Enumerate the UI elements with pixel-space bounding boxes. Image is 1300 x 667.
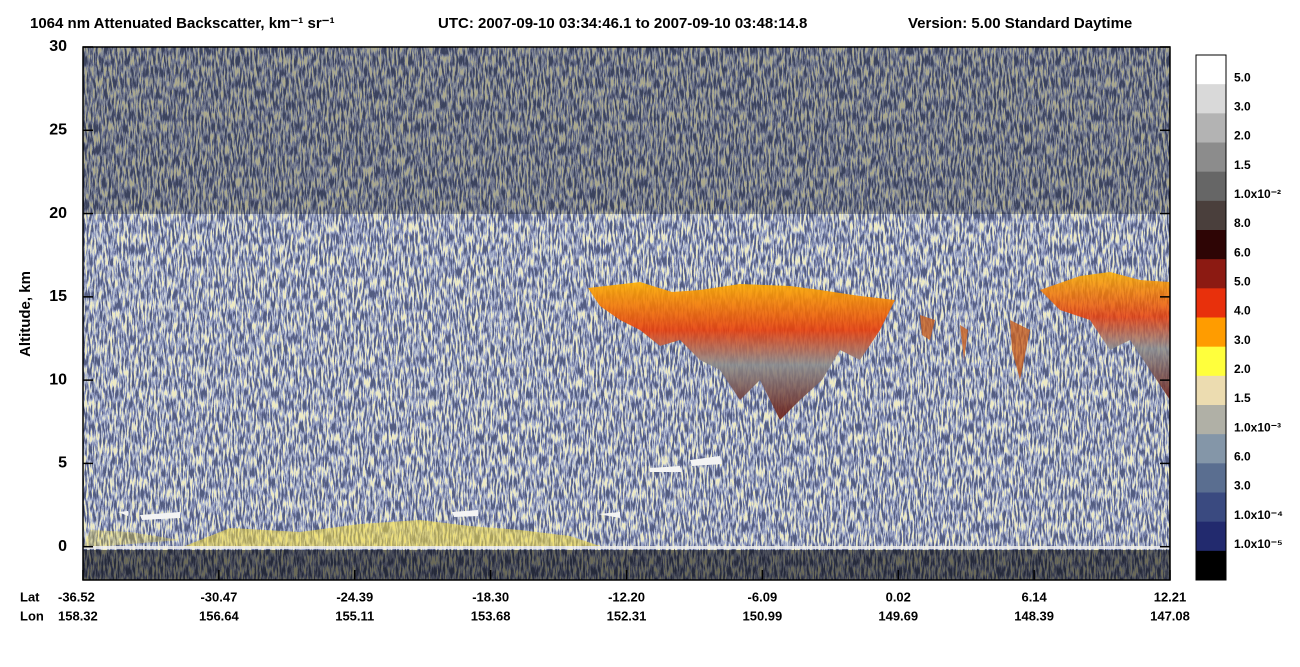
stratosphere-shade [83,47,1170,214]
colorbar-label: 3.0 [1234,479,1251,493]
colorbar-swatch [1196,317,1226,348]
colorbar-label: 5.0 [1234,275,1251,289]
version: Version: 5.00 Standard Daytime [908,15,1132,32]
lat-tick-label: 6.14 [1021,589,1047,604]
lon-tick-label: 152.31 [607,608,647,623]
colorbar-label: 6.0 [1234,245,1251,259]
x-row-label: Lon [20,608,44,623]
y-tick-label: 20 [49,205,67,222]
time-range: UTC: 2007-09-10 03:34:46.1 to 2007-09-10… [438,15,807,32]
lat-tick-label: -6.09 [748,589,778,604]
colorbar-swatch [1196,550,1226,581]
colorbar-label: 8.0 [1234,216,1251,230]
colorbar-swatch [1196,492,1226,523]
colorbar-label: 3.0 [1234,333,1251,347]
lon-tick-label: 155.11 [335,608,374,623]
lon-tick-label: 150.99 [742,608,782,623]
lat-tick-label: -36.52 [58,589,95,604]
colorbar-swatch [1196,259,1226,289]
colorbar-swatch [1196,463,1226,493]
colorbar-swatch [1196,405,1226,435]
colorbar-swatch [1196,288,1226,318]
clouds [118,272,1170,520]
x-row-label: Lat [20,589,40,604]
lon-tick-label: 148.39 [1014,608,1054,623]
colorbar-label: 2.0 [1234,362,1251,376]
lat-tick-label: -30.47 [200,589,237,604]
colorbar-label: 5.0 [1234,70,1251,84]
lat-tick-label: 12.21 [1154,589,1187,604]
colorbar-label: 1.0x10⁻² [1234,187,1281,201]
colorbar-swatch [1196,346,1226,377]
colorbar-label: 3.0 [1234,100,1251,114]
colorbar-swatch [1196,84,1226,114]
lat-tick-label: -12.20 [608,589,645,604]
lon-tick-label: 153.68 [471,608,511,623]
plot-area [82,46,1171,581]
lon-tick-label: 156.64 [199,608,240,623]
colorbar-swatch [1196,521,1226,552]
y-axis-label: Altitude, km [17,271,34,357]
colorbar-frame [1195,54,1227,581]
y-tick-label: 10 [49,371,67,388]
colorbar-label: 1.5 [1234,391,1251,405]
colorbar-label: 1.0x10⁻⁵ [1234,537,1283,551]
x-row-labels: Lat Lon [20,589,44,623]
colorbar-label: 1.5 [1234,158,1251,172]
colorbar-swatch [1196,375,1226,406]
y-tick-label: 5 [58,455,67,472]
colorbar-label: 4.0 [1234,304,1251,318]
aerosol-layer [83,520,600,548]
colorbar-swatch [1196,230,1226,260]
y-tick-label: 25 [49,122,67,139]
lat-tick-label: -18.30 [472,589,509,604]
colorbar-label: 2.0 [1234,129,1251,143]
colorbar-swatch [1196,434,1226,464]
colorbar-swatch [1196,171,1226,202]
y-tick-label: 0 [58,538,67,555]
chart-title: 1064 nm Attenuated Backscatter, km⁻¹ sr⁻… [30,15,335,32]
lon-tick-label: 147.08 [1150,608,1190,623]
colorbar-label: 1.0x10⁻⁴ [1234,508,1283,522]
colorbar-swatch [1196,200,1226,231]
colorbar-swatch [1196,55,1226,85]
lat-tick-label: 0.02 [886,589,911,604]
y-tick-label: 30 [49,38,67,55]
surface-return [83,546,1170,549]
colorbar-label: 1.0x10⁻³ [1234,420,1281,434]
lon-tick-label: 149.69 [878,608,918,623]
colorbar-label: 6.0 [1234,450,1251,464]
colorbar-swatch [1196,113,1226,143]
lat-tick-label: -24.39 [336,589,373,604]
colorbar-swatch [1196,142,1226,173]
y-tick-label: 15 [49,288,67,305]
lon-tick-label: 158.32 [58,608,98,623]
title: 1064 nm Attenuated Backscatter, km⁻¹ sr⁻… [30,15,1132,32]
